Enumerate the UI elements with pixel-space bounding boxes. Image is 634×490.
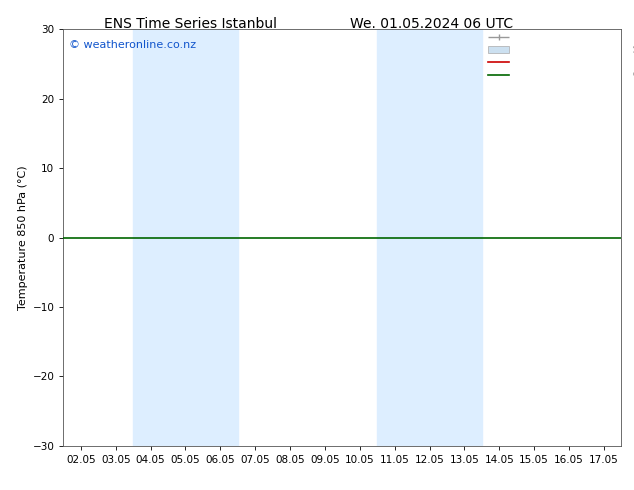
Text: ENS Time Series Istanbul: ENS Time Series Istanbul	[104, 17, 276, 31]
Y-axis label: Temperature 850 hPa (°C): Temperature 850 hPa (°C)	[18, 165, 29, 310]
Bar	[377, 29, 482, 446]
Legend: min/max, Standard deviation, Ensemble mean run, Controll run: min/max, Standard deviation, Ensemble me…	[488, 32, 618, 80]
Text: We. 01.05.2024 06 UTC: We. 01.05.2024 06 UTC	[349, 17, 513, 31]
Bar	[133, 29, 238, 446]
Text: © weatheronline.co.nz: © weatheronline.co.nz	[69, 40, 196, 50]
